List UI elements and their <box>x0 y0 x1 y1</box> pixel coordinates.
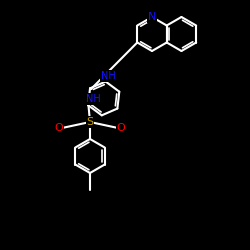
Text: O: O <box>54 123 64 133</box>
Text: NH: NH <box>86 94 100 104</box>
Text: NH: NH <box>100 71 116 81</box>
Text: O: O <box>116 123 126 133</box>
Text: N: N <box>148 12 156 22</box>
Text: S: S <box>86 117 94 127</box>
